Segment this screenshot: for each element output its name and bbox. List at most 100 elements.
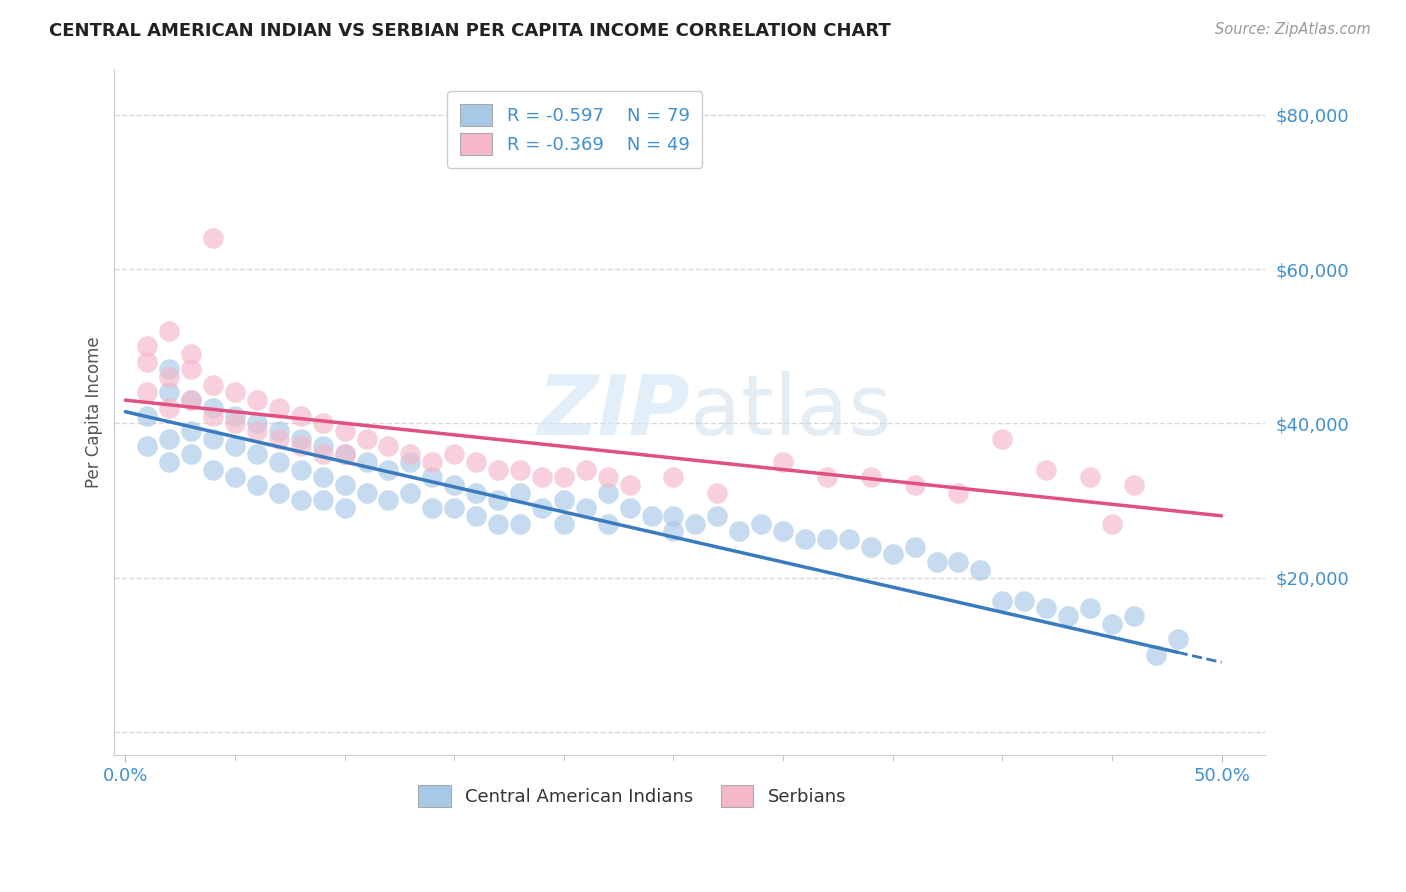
Point bbox=[290, 439, 312, 453]
Point bbox=[465, 485, 488, 500]
Point bbox=[706, 485, 728, 500]
Point bbox=[157, 370, 180, 384]
Point bbox=[619, 478, 641, 492]
Point bbox=[596, 470, 619, 484]
Point bbox=[1122, 609, 1144, 624]
Point bbox=[377, 462, 399, 476]
Point bbox=[925, 555, 948, 569]
Point bbox=[443, 478, 465, 492]
Point bbox=[465, 455, 488, 469]
Point bbox=[136, 385, 159, 400]
Point bbox=[1035, 462, 1057, 476]
Point bbox=[377, 493, 399, 508]
Point bbox=[575, 501, 598, 516]
Point bbox=[553, 470, 575, 484]
Point bbox=[180, 393, 202, 408]
Point bbox=[1012, 593, 1035, 607]
Point bbox=[290, 493, 312, 508]
Point bbox=[1122, 478, 1144, 492]
Point bbox=[1078, 601, 1101, 615]
Point bbox=[859, 470, 882, 484]
Point bbox=[136, 354, 159, 368]
Point bbox=[224, 409, 246, 423]
Point bbox=[136, 339, 159, 353]
Point bbox=[530, 501, 553, 516]
Point bbox=[202, 462, 225, 476]
Point bbox=[596, 485, 619, 500]
Point bbox=[706, 508, 728, 523]
Point bbox=[443, 501, 465, 516]
Point bbox=[530, 470, 553, 484]
Point bbox=[399, 447, 422, 461]
Point bbox=[202, 432, 225, 446]
Point bbox=[246, 393, 269, 408]
Point bbox=[685, 516, 707, 531]
Point bbox=[1101, 516, 1123, 531]
Point bbox=[1078, 470, 1101, 484]
Point bbox=[619, 501, 641, 516]
Point bbox=[948, 555, 970, 569]
Point bbox=[509, 485, 531, 500]
Point bbox=[290, 462, 312, 476]
Point bbox=[749, 516, 772, 531]
Point bbox=[859, 540, 882, 554]
Point bbox=[399, 485, 422, 500]
Point bbox=[157, 455, 180, 469]
Point bbox=[356, 432, 378, 446]
Point bbox=[157, 385, 180, 400]
Text: atlas: atlas bbox=[690, 371, 891, 452]
Point bbox=[290, 409, 312, 423]
Point bbox=[311, 470, 333, 484]
Point bbox=[267, 432, 290, 446]
Point bbox=[267, 424, 290, 438]
Point bbox=[202, 377, 225, 392]
Point bbox=[399, 455, 422, 469]
Point bbox=[202, 409, 225, 423]
Point bbox=[815, 532, 838, 546]
Point bbox=[246, 447, 269, 461]
Text: CENTRAL AMERICAN INDIAN VS SERBIAN PER CAPITA INCOME CORRELATION CHART: CENTRAL AMERICAN INDIAN VS SERBIAN PER C… bbox=[49, 22, 891, 40]
Point bbox=[991, 593, 1014, 607]
Point bbox=[1144, 648, 1167, 662]
Point bbox=[311, 417, 333, 431]
Point bbox=[903, 540, 925, 554]
Point bbox=[640, 508, 662, 523]
Text: Source: ZipAtlas.com: Source: ZipAtlas.com bbox=[1215, 22, 1371, 37]
Point bbox=[157, 324, 180, 338]
Point bbox=[267, 401, 290, 415]
Point bbox=[662, 470, 685, 484]
Point bbox=[882, 548, 904, 562]
Point bbox=[224, 417, 246, 431]
Point bbox=[202, 401, 225, 415]
Point bbox=[553, 516, 575, 531]
Point bbox=[815, 470, 838, 484]
Point bbox=[246, 424, 269, 438]
Point bbox=[311, 493, 333, 508]
Point bbox=[224, 470, 246, 484]
Point bbox=[377, 439, 399, 453]
Point bbox=[180, 424, 202, 438]
Point bbox=[224, 439, 246, 453]
Point bbox=[246, 478, 269, 492]
Point bbox=[290, 432, 312, 446]
Point bbox=[420, 501, 443, 516]
Y-axis label: Per Capita Income: Per Capita Income bbox=[86, 336, 103, 488]
Point bbox=[333, 447, 356, 461]
Point bbox=[333, 478, 356, 492]
Point bbox=[1057, 609, 1080, 624]
Point bbox=[662, 508, 685, 523]
Point bbox=[136, 439, 159, 453]
Point bbox=[948, 485, 970, 500]
Point bbox=[969, 563, 991, 577]
Point bbox=[509, 462, 531, 476]
Point bbox=[553, 493, 575, 508]
Point bbox=[486, 516, 509, 531]
Point bbox=[443, 447, 465, 461]
Point bbox=[333, 447, 356, 461]
Point bbox=[1035, 601, 1057, 615]
Point bbox=[575, 462, 598, 476]
Point bbox=[465, 508, 488, 523]
Point bbox=[333, 424, 356, 438]
Point bbox=[772, 524, 794, 539]
Point bbox=[180, 447, 202, 461]
